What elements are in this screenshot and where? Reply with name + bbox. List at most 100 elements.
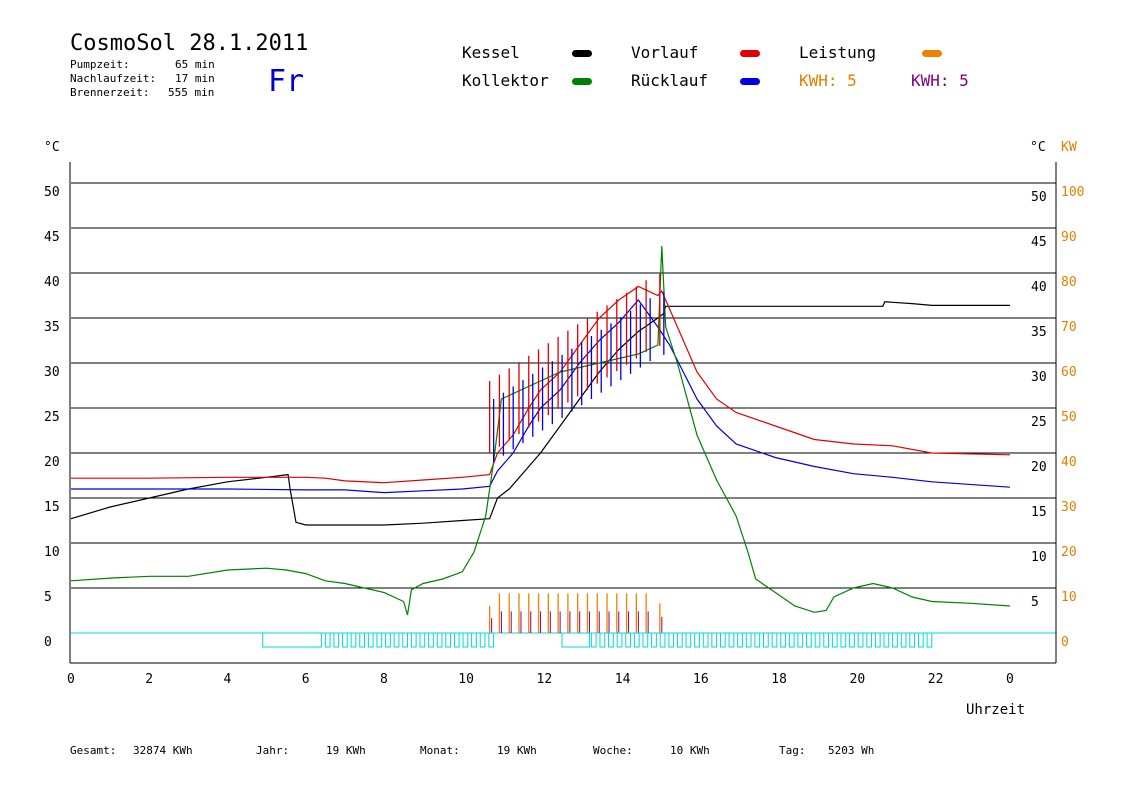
stat-nachlaufzeit: Nachlaufzeit: 17 min bbox=[70, 72, 215, 85]
legend-ruecklauf: Rücklauf bbox=[631, 71, 709, 90]
pump-cycle-block bbox=[350, 632, 357, 648]
pump-cycle-block bbox=[900, 632, 907, 648]
total-label: Woche: bbox=[593, 744, 633, 757]
kw-tick-label: 90 bbox=[1061, 230, 1077, 245]
y-tick-label-left: 0 bbox=[44, 635, 52, 650]
stat-value: 555 min bbox=[168, 86, 215, 99]
legend-kwh-leistung: KWH: 5 bbox=[799, 71, 857, 90]
pump-cycle-block bbox=[849, 632, 855, 648]
y-tick-label-left: 20 bbox=[44, 455, 60, 470]
pump-cycle-block bbox=[719, 632, 726, 648]
pump-cycle-block bbox=[668, 632, 675, 648]
total-label: Jahr: bbox=[256, 744, 290, 757]
pump-cycle-block bbox=[633, 632, 640, 648]
pump-cycle-block bbox=[754, 632, 761, 648]
y-axis-label-kw: KW bbox=[1061, 140, 1077, 155]
pump-cycle-block bbox=[428, 632, 434, 648]
y-tick-label-left: 50 bbox=[44, 185, 60, 200]
pump-cycle-block bbox=[694, 632, 700, 648]
pump-cycle-block bbox=[651, 632, 657, 648]
series-line-vorlauf bbox=[71, 285, 1011, 484]
pump-cycle-block bbox=[788, 632, 795, 648]
y-tick-label-left: 10 bbox=[44, 545, 60, 560]
pump-cycle-block bbox=[359, 632, 365, 648]
pump-cycle-block bbox=[737, 632, 743, 648]
total-jahr: Jahr: 19 KWh bbox=[256, 744, 366, 757]
pump-cycle-block bbox=[771, 632, 778, 648]
pump-cycle-block bbox=[797, 632, 804, 648]
total-gesamt: Gesamt: 32874 KWh bbox=[70, 744, 193, 757]
pump-cycle-block bbox=[909, 632, 916, 648]
x-tick-label: 14 bbox=[615, 672, 631, 687]
x-tick-label: 20 bbox=[850, 672, 866, 687]
stat-pumpzeit: Pumpzeit: 65 min bbox=[70, 58, 215, 71]
kw-tick-label: 100 bbox=[1061, 185, 1084, 200]
total-woche: Woche: 10 KWh bbox=[593, 744, 710, 757]
y-tick-label-left: 45 bbox=[44, 230, 60, 245]
pump-cycle-block bbox=[616, 632, 623, 648]
y-tick-label-right: 50 bbox=[1031, 190, 1047, 205]
pump-cycle-block bbox=[642, 632, 649, 648]
kw-tick-label: 20 bbox=[1061, 545, 1077, 560]
total-label: Tag: bbox=[779, 744, 806, 757]
legend-leistung: Leistung bbox=[799, 43, 877, 62]
pump-cycle-block bbox=[590, 632, 597, 648]
pump-cycle-block bbox=[333, 632, 340, 648]
pump-cycle-block bbox=[462, 632, 469, 648]
pump-cycle-block bbox=[625, 632, 632, 648]
y-tick-label-right: 45 bbox=[1031, 235, 1047, 250]
kw-tick-label: 70 bbox=[1061, 320, 1077, 335]
stat-value: 65 min bbox=[175, 58, 215, 71]
y-tick-label-right: 20 bbox=[1031, 460, 1047, 475]
pump-cycle-block bbox=[599, 632, 606, 648]
total-label: Gesamt: bbox=[70, 744, 117, 757]
pump-cycle-block bbox=[445, 632, 452, 648]
pump-cycle-block bbox=[883, 632, 890, 648]
y-tick-label-right: 5 bbox=[1031, 595, 1039, 610]
pump-cycle-block bbox=[488, 632, 495, 648]
pump-cycle-block bbox=[608, 632, 614, 648]
y-axis-label-left: °C bbox=[44, 140, 60, 155]
pump-cycle-block bbox=[831, 632, 838, 648]
series-line-ruecklauf bbox=[71, 299, 1011, 494]
pump-cycle-block bbox=[857, 632, 864, 648]
pump-cycle-block bbox=[367, 632, 374, 648]
x-tick-label: 16 bbox=[693, 672, 709, 687]
pump-cycle-block bbox=[385, 632, 391, 648]
kw-tick-label: 10 bbox=[1061, 590, 1077, 605]
total-label: Monat: bbox=[420, 744, 460, 757]
y-tick-label-right: 40 bbox=[1031, 280, 1047, 295]
pump-cycle-block bbox=[342, 632, 348, 648]
legend-leistung-swatch bbox=[922, 50, 942, 57]
y-tick-label-left: 5 bbox=[44, 590, 52, 605]
x-tick-label: 4 bbox=[224, 672, 232, 687]
kw-tick-label: 30 bbox=[1061, 500, 1077, 515]
legend-kollektor-swatch bbox=[572, 78, 592, 85]
x-tick-label: 8 bbox=[380, 672, 388, 687]
total-value: 19 KWh bbox=[497, 744, 537, 757]
pump-cycle-block bbox=[711, 632, 718, 648]
pump-cycle-block bbox=[866, 632, 873, 648]
x-tick-label: 22 bbox=[928, 672, 944, 687]
pump-cycle-block bbox=[471, 632, 477, 648]
pump-cycle-block bbox=[806, 632, 812, 648]
pump-cycle-block bbox=[917, 632, 924, 648]
y-tick-label-left: 25 bbox=[44, 410, 60, 425]
pump-cycle-block bbox=[702, 632, 709, 648]
pump-cycle-block bbox=[840, 632, 847, 648]
pump-on-block bbox=[561, 632, 590, 648]
pump-cycle-block bbox=[763, 632, 769, 648]
x-axis-label: Uhrzeit bbox=[966, 702, 1026, 718]
pump-cycle-block bbox=[874, 632, 881, 648]
x-tick-label: 12 bbox=[537, 672, 553, 687]
pump-cycle-block bbox=[410, 632, 417, 648]
pump-cycle-block bbox=[780, 632, 786, 648]
legend-ruecklauf-swatch bbox=[740, 78, 760, 85]
weekday-label: Fr bbox=[268, 64, 305, 99]
legend-vorlauf-swatch bbox=[740, 50, 760, 57]
x-tick-label: 6 bbox=[302, 672, 310, 687]
stat-value: 17 min bbox=[175, 72, 215, 85]
legend-vorlauf: Vorlauf bbox=[631, 43, 699, 62]
y-axis-label-right: °C bbox=[1030, 140, 1046, 155]
x-tick-label: 10 bbox=[458, 672, 474, 687]
